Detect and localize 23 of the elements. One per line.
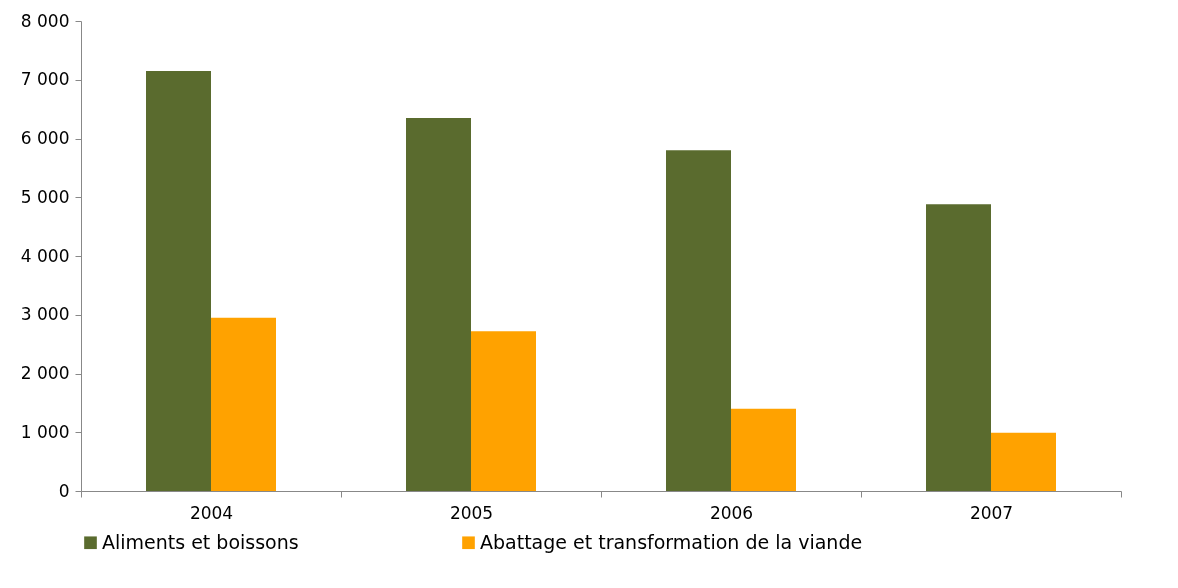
bar bbox=[146, 70, 211, 491]
y-tick-label: 2 000 bbox=[20, 363, 70, 383]
y-tick-label: 0 bbox=[58, 480, 70, 501]
y-tick-label: 5 000 bbox=[20, 186, 70, 207]
y-tick-label: 7 000 bbox=[20, 69, 70, 90]
bar bbox=[406, 117, 471, 491]
y-tick-label: 6 000 bbox=[20, 128, 70, 148]
legend-label: Aliments et boissons bbox=[102, 530, 299, 553]
x-tick-label: 2007 bbox=[969, 502, 1014, 523]
bar bbox=[991, 432, 1056, 491]
y-tick-label: 8 000 bbox=[20, 10, 70, 31]
y-tick-label: 4 000 bbox=[20, 245, 70, 266]
y-tick-label: 1 000 bbox=[20, 421, 70, 442]
x-tick-label: 2006 bbox=[709, 502, 754, 523]
bar bbox=[926, 204, 991, 491]
y-tick-label: 3 000 bbox=[20, 304, 70, 325]
bar bbox=[471, 331, 536, 491]
x-tick-label: 2005 bbox=[449, 502, 494, 523]
bar bbox=[211, 317, 276, 491]
x-tick-label: 2004 bbox=[189, 502, 234, 523]
legend-label: Abattage et transformation de la viande bbox=[480, 530, 863, 553]
bar bbox=[731, 408, 796, 491]
bar bbox=[666, 150, 731, 491]
